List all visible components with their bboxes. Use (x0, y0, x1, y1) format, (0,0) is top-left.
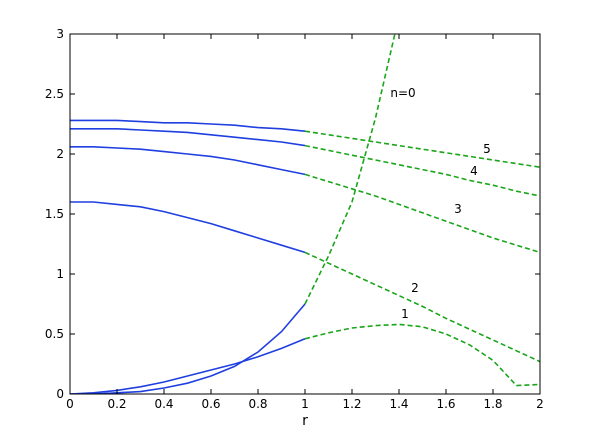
curve (70, 128, 306, 147)
x-tick-label: 0.2 (107, 397, 126, 411)
x-axis-label: r (302, 413, 308, 429)
curve (304, 323, 540, 387)
x-tick-label: 0.4 (154, 397, 173, 411)
curve-label: 1 (401, 307, 409, 321)
curve (304, 130, 540, 168)
curve (70, 201, 306, 254)
curve-label: 4 (470, 164, 478, 178)
plot-area (70, 34, 540, 394)
y-tick-label: 1 (56, 267, 64, 281)
curve (70, 338, 306, 394)
curve-label: 3 (454, 202, 462, 216)
y-tick-label: 1.5 (45, 207, 64, 221)
curve (304, 144, 540, 197)
x-tick-label: 1.4 (389, 397, 408, 411)
curve (304, 34, 396, 305)
x-tick-label: 1.6 (436, 397, 455, 411)
curve (70, 146, 306, 176)
y-tick-label: 0 (56, 387, 64, 401)
y-tick-label: 2.5 (45, 87, 64, 101)
curve-label: 2 (411, 281, 419, 295)
curve-label: n=0 (390, 86, 415, 100)
x-tick-label: 0 (66, 397, 74, 411)
curve (304, 173, 540, 254)
x-tick-label: 0.6 (201, 397, 220, 411)
x-tick-label: 1 (301, 397, 309, 411)
x-tick-label: 2 (536, 397, 544, 411)
x-tick-label: 1.2 (342, 397, 361, 411)
y-tick-label: 3 (56, 27, 64, 41)
curve-label: 5 (483, 142, 491, 156)
axes-frame (69, 33, 541, 395)
curve (70, 303, 306, 394)
curve (304, 251, 540, 363)
y-tick-label: 0.5 (45, 327, 64, 341)
x-tick-label: 0.8 (248, 397, 267, 411)
curve (70, 119, 306, 132)
x-tick-label: 1.8 (483, 397, 502, 411)
y-tick-label: 2 (56, 147, 64, 161)
